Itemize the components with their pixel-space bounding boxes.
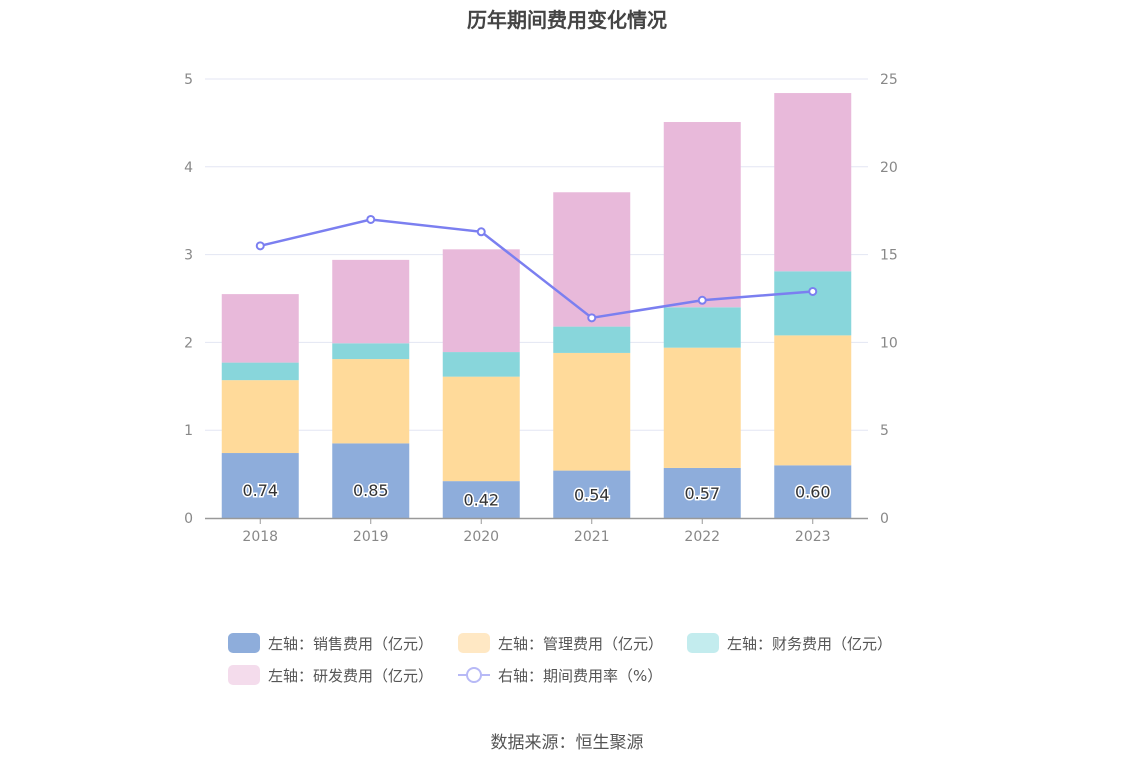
bar-segment-1-2018 bbox=[221, 380, 299, 454]
y-right-tick-label: 15 bbox=[880, 248, 898, 264]
bar-segment-2-2021 bbox=[553, 326, 631, 353]
bar-segment-3-2018 bbox=[221, 294, 299, 363]
y-left-tick-label: 2 bbox=[184, 335, 193, 351]
legend-swatch-rnd bbox=[228, 665, 260, 685]
y-right-tick-label: 25 bbox=[880, 72, 898, 88]
legend-item-sales[interactable]: 左轴：销售费用（亿元） bbox=[228, 628, 433, 658]
legend-label-finance: 左轴：财务费用（亿元） bbox=[727, 634, 893, 653]
data-label-sales-2021: 0.54 bbox=[574, 485, 610, 504]
data-label-sales-2019: 0.85 bbox=[353, 481, 389, 500]
bar-segment-3-2023 bbox=[774, 93, 852, 272]
bar-segment-0-2019 bbox=[332, 443, 410, 518]
bar-segment-2-2018 bbox=[221, 362, 299, 381]
expense-ratio-point-2021 bbox=[587, 313, 597, 323]
bar-segment-0-2021 bbox=[553, 470, 631, 518]
legend-label-sales: 左轴：销售费用（亿元） bbox=[268, 634, 434, 653]
legend-swatch-finance bbox=[687, 633, 719, 653]
data-label-sales-2023: 0.60 bbox=[795, 483, 831, 502]
y-left-tick-label: 3 bbox=[184, 248, 193, 264]
bar-segment-3-2020 bbox=[442, 249, 520, 353]
x-tick-label: 2018 bbox=[242, 529, 278, 545]
x-tick-label: 2019 bbox=[353, 529, 389, 545]
bar-segment-2-2022 bbox=[663, 307, 741, 348]
expense-ratio-point-2020 bbox=[476, 227, 486, 237]
legend-swatch-sales bbox=[228, 633, 260, 653]
y-right-tick-label: 5 bbox=[880, 423, 889, 439]
bar-segment-3-2019 bbox=[332, 259, 410, 344]
bar-segment-3-2021 bbox=[553, 192, 631, 327]
expense-ratio-point-2022 bbox=[697, 295, 707, 305]
y-right-tick-label: 0 bbox=[880, 511, 889, 527]
legend-swatch-expense-ratio bbox=[458, 665, 490, 685]
bar-segment-2-2019 bbox=[332, 343, 410, 360]
x-tick-label: 2022 bbox=[684, 529, 720, 545]
y-left-tick-label: 5 bbox=[184, 72, 193, 88]
legend-item-admin[interactable]: 左轴：管理费用（亿元） bbox=[458, 628, 663, 658]
expense-ratio-point-2023 bbox=[808, 286, 818, 296]
bar-segment-1-2023 bbox=[774, 335, 852, 466]
legend-label-admin: 左轴：管理费用（亿元） bbox=[498, 634, 664, 653]
expense-ratio-line bbox=[259, 218, 813, 320]
data-label-sales-2018: 0.74 bbox=[242, 481, 278, 500]
bar-segment-0-2023 bbox=[774, 465, 852, 518]
data-label-sales-2020: 0.42 bbox=[463, 491, 499, 510]
bar-segment-0-2018 bbox=[221, 453, 299, 518]
expense-ratio-point-2019 bbox=[366, 214, 376, 224]
bar-segment-0-2022 bbox=[663, 467, 741, 518]
bar-segment-1-2022 bbox=[663, 347, 741, 468]
x-tick-label: 2020 bbox=[463, 529, 499, 545]
legend-item-expense-ratio[interactable]: 右轴：期间费用率（%） bbox=[458, 660, 662, 690]
x-tick-label: 2023 bbox=[795, 529, 831, 545]
bar-segment-2-2023 bbox=[774, 271, 852, 336]
expense-ratio-point-2018 bbox=[255, 241, 265, 251]
legend-item-rnd[interactable]: 左轴：研发费用（亿元） bbox=[228, 660, 433, 690]
bar-segment-3-2022 bbox=[663, 122, 741, 308]
y-left-tick-label: 1 bbox=[184, 423, 193, 439]
legend-swatch-admin bbox=[458, 633, 490, 653]
data-source: 数据来源：恒生聚源 bbox=[490, 733, 644, 753]
bar-segment-2-2020 bbox=[442, 352, 520, 377]
bar-segment-1-2019 bbox=[332, 359, 410, 444]
y-right-tick-label: 10 bbox=[880, 335, 898, 351]
y-left-tick-label: 4 bbox=[184, 160, 193, 176]
bar-segment-1-2020 bbox=[442, 376, 520, 482]
legend-label-rnd: 左轴：研发费用（亿元） bbox=[268, 666, 434, 685]
chart-title: 历年期间费用变化情况 bbox=[467, 8, 667, 32]
legend-item-finance[interactable]: 左轴：财务费用（亿元） bbox=[687, 628, 892, 658]
y-right-tick-label: 20 bbox=[880, 160, 898, 176]
bar-segment-1-2021 bbox=[553, 352, 631, 471]
y-left-tick-label: 0 bbox=[184, 511, 193, 527]
data-label-sales-2022: 0.57 bbox=[684, 484, 720, 503]
legend-label-expense-ratio: 右轴：期间费用率（%） bbox=[498, 666, 663, 685]
bar-segment-0-2020 bbox=[442, 481, 520, 518]
x-tick-label: 2021 bbox=[574, 529, 610, 545]
